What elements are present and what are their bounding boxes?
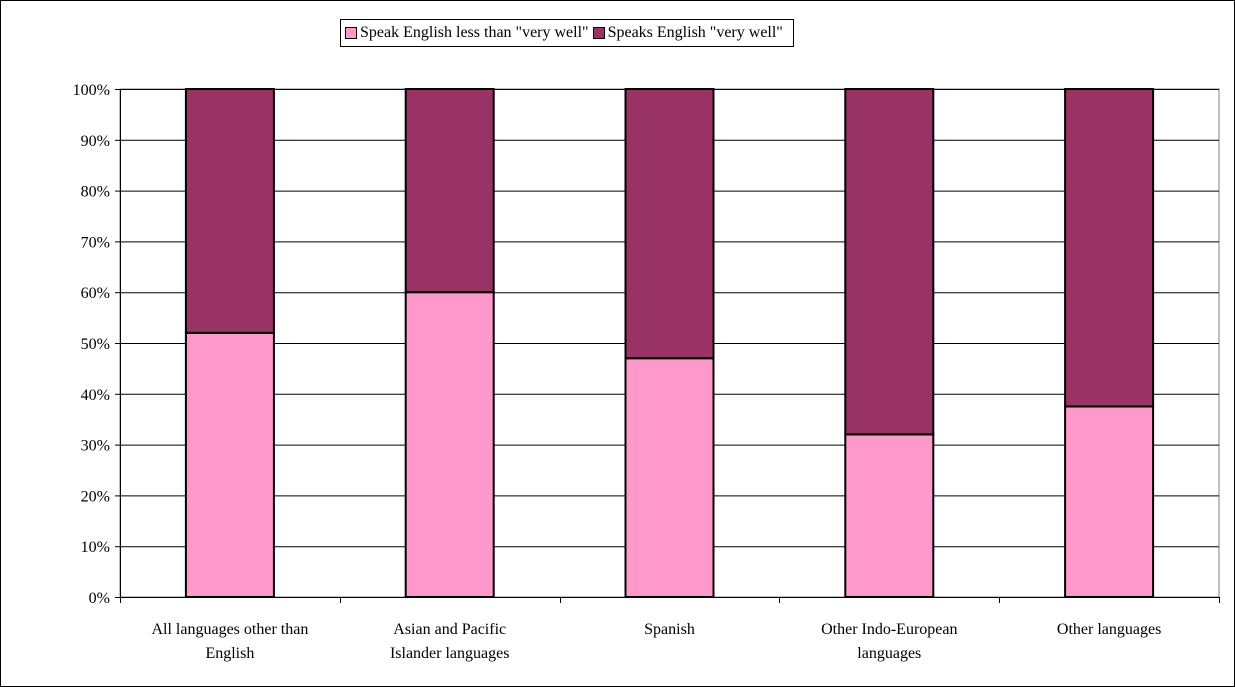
- bar-very-well: [184, 88, 275, 334]
- bar-very-well: [404, 88, 495, 294]
- bar-very-well: [1064, 88, 1155, 408]
- legend-label-less-than-very-well: Speak English less than "very well": [360, 24, 589, 41]
- legend-label-very-well: Speaks English "very well": [607, 24, 783, 41]
- legend-item-very-well: Speaks English "very well": [592, 24, 783, 42]
- x-tick-label: Other Indo-European: [821, 621, 957, 638]
- legend-swatch-very-well: [592, 27, 605, 39]
- x-tick-label: English: [205, 645, 254, 662]
- legend-swatch-less-than-very-well: [345, 27, 357, 39]
- y-tick-label: 80%: [81, 184, 110, 201]
- legend: Speak English less than "very well" Spea…: [340, 19, 794, 47]
- legend-item-less-than-very-well: Speak English less than "very well": [345, 24, 589, 42]
- y-tick-label: 50%: [81, 336, 110, 353]
- bar-very-well: [624, 88, 715, 360]
- bar-less-than-very-well: [844, 433, 935, 598]
- y-tick-label: 60%: [81, 285, 110, 302]
- bar-less-than-very-well: [624, 357, 715, 598]
- x-tick-label: Other languages: [1057, 621, 1161, 638]
- bar-very-well: [844, 88, 935, 436]
- bar-less-than-very-well: [1064, 405, 1155, 598]
- y-tick-label: 40%: [81, 387, 110, 404]
- y-tick-label: 0%: [89, 590, 110, 607]
- x-tick-label: Spanish: [644, 621, 695, 638]
- y-tick-label: 70%: [81, 234, 110, 251]
- x-tick-label: languages: [857, 645, 921, 662]
- x-tick-label: All languages other than: [151, 621, 308, 638]
- bar-less-than-very-well: [184, 331, 275, 598]
- y-tick-label: 10%: [81, 539, 110, 556]
- x-tick-label: Islander languages: [390, 645, 510, 662]
- bar-less-than-very-well: [404, 291, 495, 598]
- y-tick-label: 100%: [73, 82, 110, 99]
- y-tick-label: 90%: [81, 133, 110, 150]
- x-tick-label: Asian and Pacific: [393, 621, 506, 638]
- y-tick-label: 20%: [81, 488, 110, 505]
- y-tick-label: 30%: [81, 438, 110, 455]
